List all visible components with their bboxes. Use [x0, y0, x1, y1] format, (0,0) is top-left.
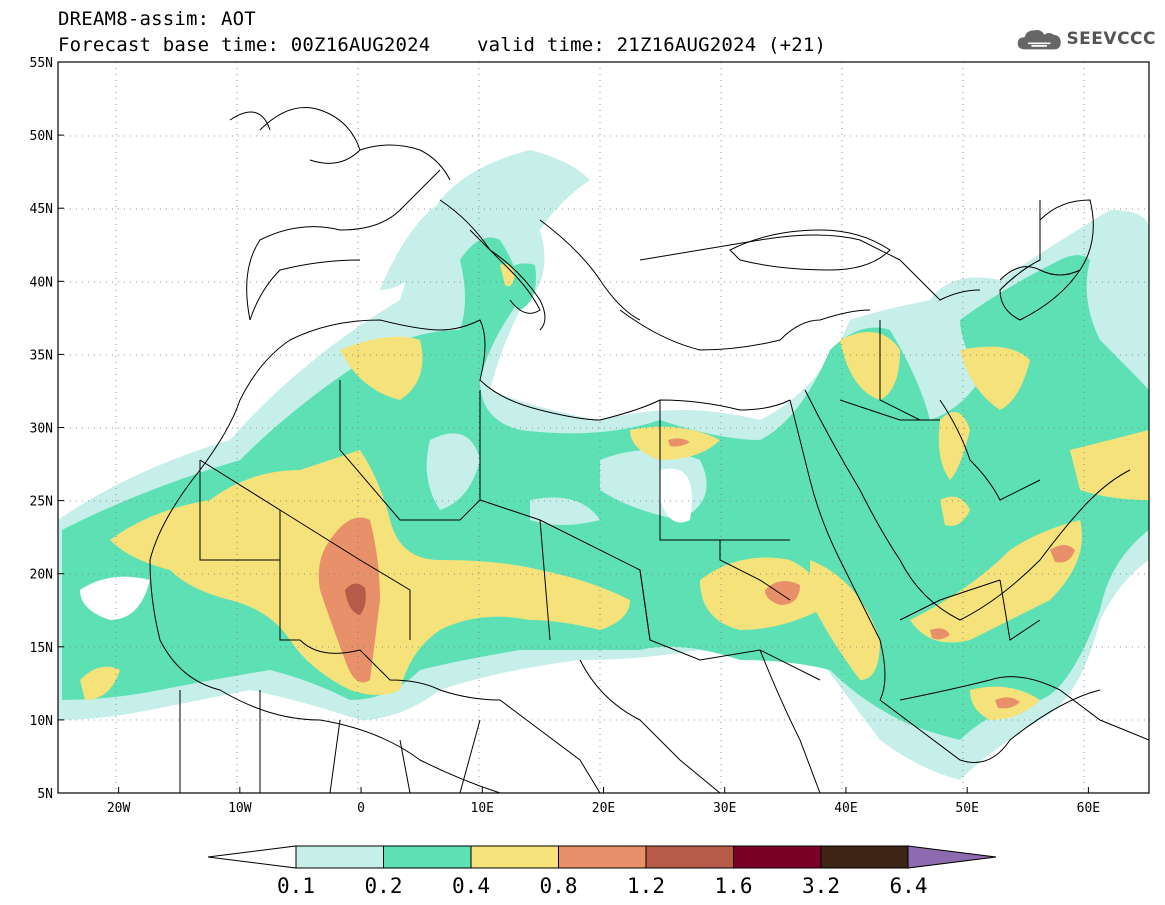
- lon-label-30E: 30E: [713, 801, 736, 816]
- aot-contour-1.2: [345, 583, 366, 615]
- coastlines: [149, 107, 1149, 793]
- aot-field: [58, 62, 1149, 793]
- colorbar-boxes: [295, 845, 909, 869]
- lat-label-40N: 40N: [30, 275, 53, 290]
- lat-label-35N: 35N: [30, 348, 53, 363]
- lon-label-10E: 10E: [471, 801, 494, 816]
- latitude-labels: 55N 50N 45N 40N 35N 30N 25N 20N 15N 10N 5N: [30, 56, 64, 802]
- logo-text: SEEVCCC: [1066, 29, 1156, 49]
- lat-label-45N: 45N: [30, 202, 53, 217]
- forecast-times: Forecast base time: 00Z16AUG2024 valid t…: [58, 34, 827, 56]
- seevccc-logo: SEEVCCC: [1016, 20, 1156, 58]
- colorbar-label-1.6: 1.6: [715, 874, 753, 898]
- lon-label-50E: 50E: [955, 801, 978, 816]
- colorbar-box: [733, 845, 822, 869]
- map-title: DREAM8-assim: AOT: [58, 8, 256, 30]
- colorbar-label-3.2: 3.2: [802, 874, 840, 898]
- lat-label-20N: 20N: [30, 568, 53, 583]
- lat-label-55N: 55N: [30, 56, 53, 71]
- colorbar-box: [383, 845, 472, 869]
- colorbar: 0.1 0.2 0.4 0.8 1.2 1.6 3.2 6.4: [207, 845, 997, 898]
- colorbar-label-6.4: 6.4: [890, 874, 928, 898]
- colorbar-box: [558, 845, 647, 869]
- colorbar-label-0.8: 0.8: [540, 874, 578, 898]
- colorbar-box: [820, 845, 909, 869]
- lat-label-5N: 5N: [37, 787, 53, 802]
- colorbar-box: [295, 845, 384, 869]
- lon-label-0: 0: [357, 801, 365, 816]
- longitude-labels: 20W 10W 0 10E 20E 30E 40E 50E 60E: [107, 787, 1100, 816]
- colorbar-labels: 0.1 0.2 0.4 0.8 1.2 1.6 3.2 6.4: [277, 874, 927, 898]
- colorbar-label-0.2: 0.2: [365, 874, 403, 898]
- aot-low-areas: [80, 433, 707, 620]
- colorbar-box: [645, 845, 734, 869]
- lon-label-20W: 20W: [107, 801, 131, 816]
- colorbar-under-triangle: [207, 845, 297, 869]
- cloud-icon: [1017, 30, 1061, 50]
- lat-label-50N: 50N: [30, 129, 53, 144]
- colorbar-label-0.4: 0.4: [452, 874, 490, 898]
- colorbar-box: [470, 845, 559, 869]
- lat-label-10N: 10N: [30, 714, 53, 729]
- lon-label-60E: 60E: [1077, 801, 1100, 816]
- lon-label-20E: 20E: [592, 801, 615, 816]
- lon-label-10W: 10W: [228, 801, 252, 816]
- colorbar-label-0.1: 0.1: [277, 874, 315, 898]
- lon-label-40E: 40E: [834, 801, 857, 816]
- colorbar-over-triangle: [907, 845, 997, 869]
- colorbar-label-1.2: 1.2: [627, 874, 665, 898]
- lat-label-25N: 25N: [30, 495, 53, 510]
- lat-label-30N: 30N: [30, 422, 53, 437]
- lat-label-15N: 15N: [30, 641, 53, 656]
